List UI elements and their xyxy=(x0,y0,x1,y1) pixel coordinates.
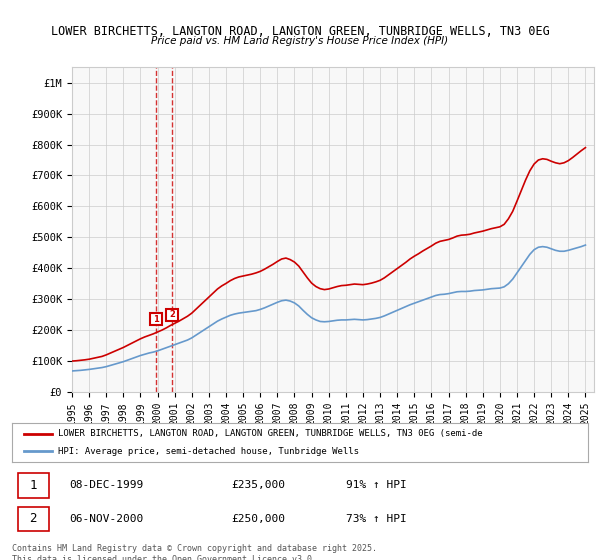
Text: HPI: Average price, semi-detached house, Tunbridge Wells: HPI: Average price, semi-detached house,… xyxy=(58,446,359,455)
Text: 06-NOV-2000: 06-NOV-2000 xyxy=(70,514,144,524)
Text: 1: 1 xyxy=(29,479,37,492)
Text: LOWER BIRCHETTS, LANGTON ROAD, LANGTON GREEN, TUNBRIDGE WELLS, TN3 0EG (semi-de: LOWER BIRCHETTS, LANGTON ROAD, LANGTON G… xyxy=(58,430,483,438)
Text: 2: 2 xyxy=(29,512,37,525)
Text: £250,000: £250,000 xyxy=(231,514,285,524)
Text: 73% ↑ HPI: 73% ↑ HPI xyxy=(346,514,407,524)
Text: 08-DEC-1999: 08-DEC-1999 xyxy=(70,480,144,490)
FancyBboxPatch shape xyxy=(18,507,49,531)
FancyBboxPatch shape xyxy=(18,473,49,498)
Text: Contains HM Land Registry data © Crown copyright and database right 2025.
This d: Contains HM Land Registry data © Crown c… xyxy=(12,544,377,560)
Text: 91% ↑ HPI: 91% ↑ HPI xyxy=(346,480,407,490)
Text: 1: 1 xyxy=(154,315,160,324)
Text: £235,000: £235,000 xyxy=(231,480,285,490)
Text: LOWER BIRCHETTS, LANGTON ROAD, LANGTON GREEN, TUNBRIDGE WELLS, TN3 0EG: LOWER BIRCHETTS, LANGTON ROAD, LANGTON G… xyxy=(50,25,550,38)
Text: Price paid vs. HM Land Registry's House Price Index (HPI): Price paid vs. HM Land Registry's House … xyxy=(151,36,449,46)
Text: 2: 2 xyxy=(169,310,175,319)
